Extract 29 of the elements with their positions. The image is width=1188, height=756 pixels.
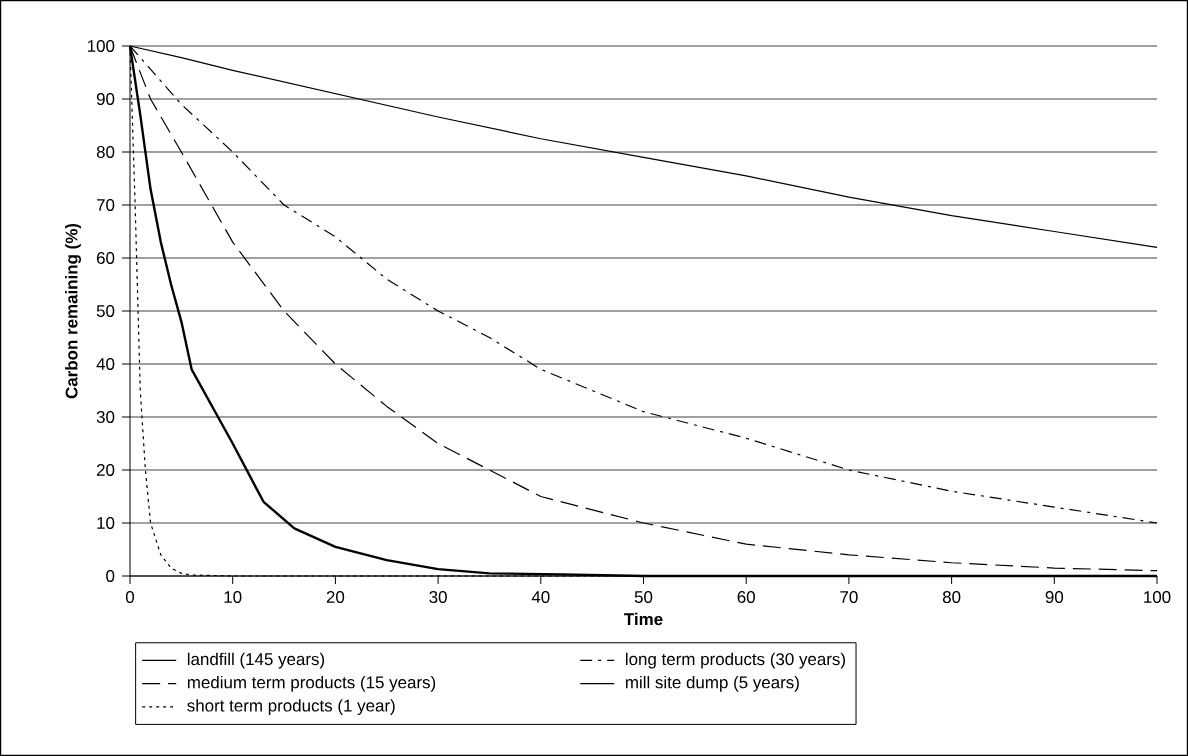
y-tick-label: 100 [87,40,115,52]
legend-label: landfill (145 years) [187,652,325,669]
y-tick-label: 40 [96,358,115,370]
x-tick-label: 0 [125,591,135,604]
y-tick-label: 50 [96,305,115,317]
x-axis-title: Time [624,612,663,626]
x-tick-label: 20 [326,591,345,604]
y-tick-label: 0 [106,570,115,582]
x-tick-label: 60 [737,591,755,604]
legend-label: long term products (30 years) [626,652,845,669]
x-tick-label: 70 [840,591,858,604]
y-tick-label: 10 [97,517,115,529]
x-tick-label: 40 [531,591,550,604]
y-tick-label: 30 [96,411,115,423]
legend-label: short term products (1 year) [187,699,395,715]
y-tick-label: 60 [96,252,115,264]
x-tick-label: 80 [942,591,961,604]
y-axis-title: Carbon remaining (%) [65,223,81,399]
x-tick-label: 50 [634,591,653,604]
y-tick-label: 80 [96,146,115,158]
x-tick-label: 30 [429,591,447,604]
y-tick-label: 90 [96,93,115,105]
x-tick-label: 90 [1045,591,1064,604]
x-tick-label: 100 [1144,591,1171,604]
y-tick-label: 20 [96,464,115,476]
legend-label: medium term products (15 years) [187,675,436,692]
x-tick-label: 10 [224,591,242,604]
y-tick-label: 70 [96,199,115,211]
legend-label: mill site dump (5 years) [625,675,799,692]
